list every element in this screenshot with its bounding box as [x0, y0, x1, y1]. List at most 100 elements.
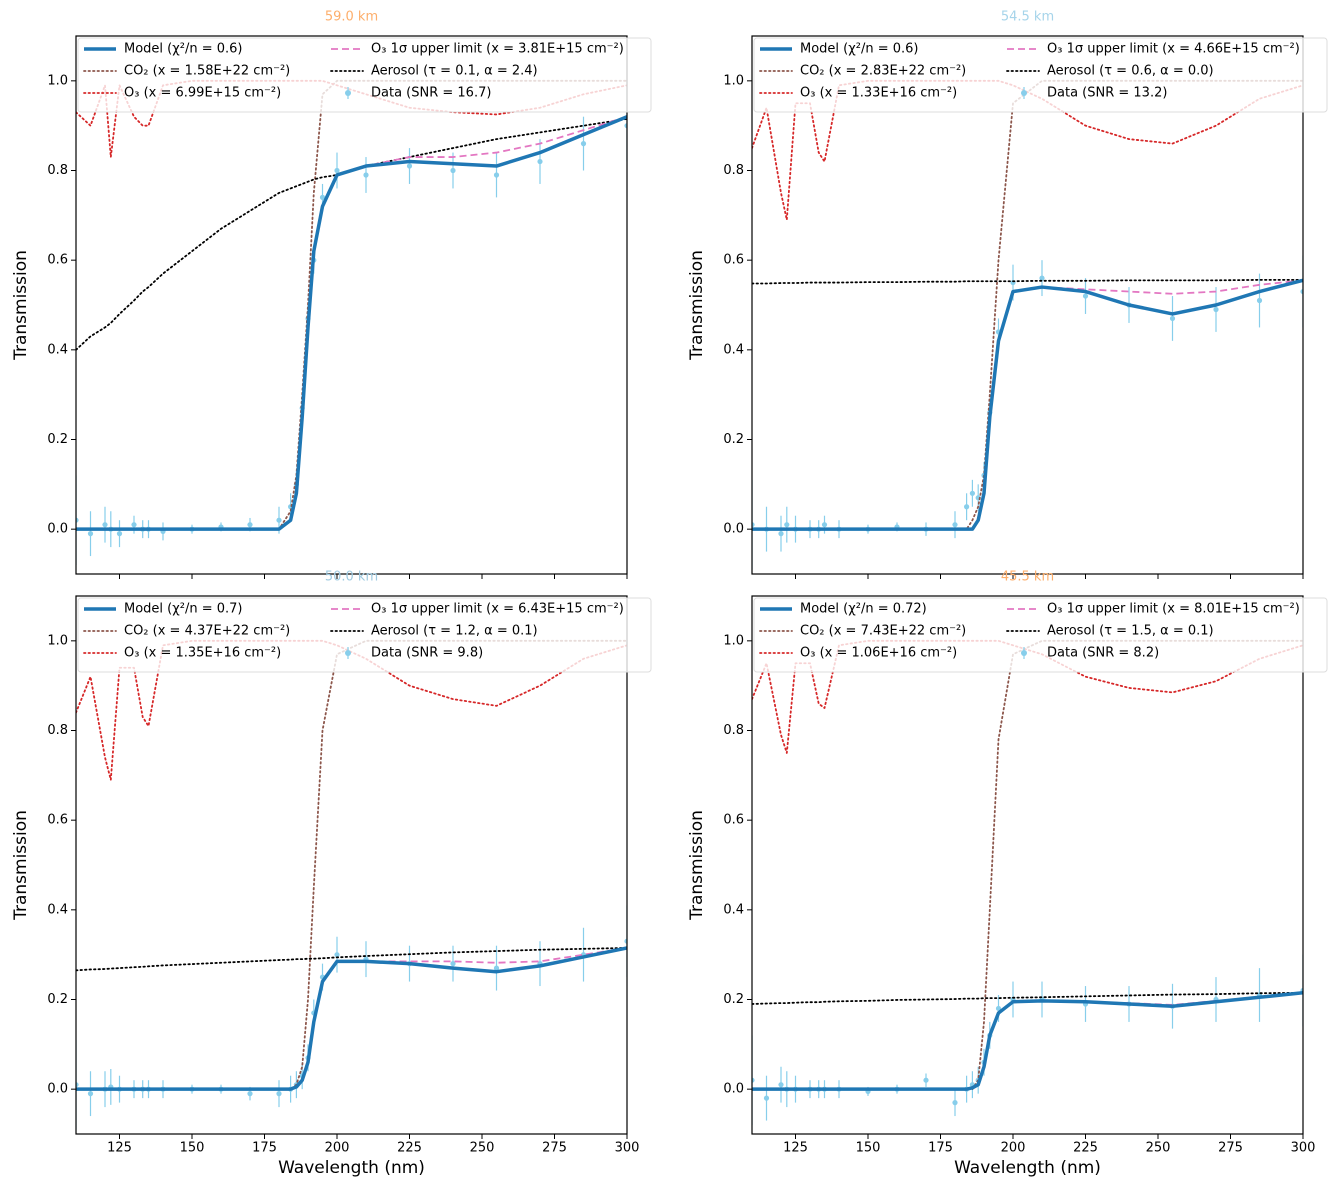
- data-point: [580, 141, 587, 147]
- data-point: [116, 531, 123, 537]
- y-axis-label: Transmission: [11, 250, 31, 361]
- legend-label: Data (SNR = 9.8): [371, 646, 483, 661]
- x-tick-label: 275: [1218, 1141, 1243, 1156]
- x-tick-label: 250: [1146, 1141, 1171, 1156]
- plot-area: [752, 639, 1303, 1126]
- x-tick-label: 250: [470, 1141, 495, 1156]
- x-tick-label: 300: [1291, 1141, 1316, 1156]
- y-tick-label: 0.8: [723, 163, 744, 178]
- series-line: [76, 947, 627, 972]
- series-line: [752, 991, 1303, 1091]
- series-line: [752, 279, 1303, 531]
- data-point: [1039, 275, 1045, 281]
- legend-label: CO₂ (x = 4.37E+22 cm⁻²): [124, 624, 290, 639]
- legend-label: O₃ (x = 1.35E+16 cm⁻²): [124, 646, 281, 661]
- plot-area: [76, 639, 627, 1130]
- data-point: [1082, 293, 1089, 299]
- y-tick-label: 1.0: [47, 73, 68, 88]
- axes-frame: [75, 595, 628, 1135]
- legend: Model (χ²/n = 0.7) CO₂ (x = 4.37E+22 cm⁻²…: [77, 597, 652, 673]
- panel: 45.5 km Transmission Wavelength (nm) 0.0 0.2…: [687, 570, 1328, 1178]
- legend: Model (χ²/n = 0.72) CO₂ (x = 7.43E+22 cm⁻…: [753, 597, 1328, 673]
- y-tick-label: 0.4: [723, 902, 744, 917]
- y-tick-label: 0.0: [47, 522, 68, 537]
- data-point: [784, 522, 790, 528]
- legend-swatch: [345, 650, 351, 656]
- series-line: [76, 946, 627, 1091]
- y-tick-label: 1.0: [723, 73, 744, 88]
- y-axis-label: Transmission: [687, 810, 707, 921]
- data-point: [964, 504, 970, 510]
- series-line: [76, 947, 627, 1091]
- legend: Model (χ²/n = 0.6) CO₂ (x = 2.83E+22 cm⁻²…: [753, 37, 1328, 113]
- series-line: [76, 639, 627, 1091]
- data-point: [276, 517, 282, 523]
- y-tick-label: 0.8: [47, 163, 68, 178]
- data-point: [493, 172, 500, 178]
- x-tick-label: 275: [542, 1141, 567, 1156]
- legend-label: Data (SNR = 16.7): [371, 86, 491, 101]
- data-point: [247, 522, 253, 528]
- x-tick-label: 225: [397, 1141, 422, 1156]
- y-tick-label: 0.2: [47, 432, 68, 447]
- legend-label: CO₂ (x = 7.43E+22 cm⁻²): [800, 624, 966, 639]
- legend-label: Aerosol (τ = 0.6, α = 0.0): [1047, 64, 1214, 79]
- legend-box: [77, 37, 652, 113]
- y-tick-label: 0.6: [723, 813, 744, 828]
- legend-label: CO₂ (x = 1.58E+22 cm⁻²): [124, 64, 290, 79]
- legend-swatch: [345, 90, 351, 96]
- axes-frame: [751, 35, 1304, 575]
- x-axis-label: Wavelength (nm): [954, 1158, 1101, 1178]
- y-tick-label: 0.6: [723, 253, 744, 268]
- x-tick-label: 200: [325, 1141, 350, 1156]
- data-point: [87, 531, 94, 537]
- legend-label: O₃ (x = 6.99E+15 cm⁻²): [124, 86, 281, 101]
- data-point: [778, 531, 784, 537]
- series-line: [76, 115, 627, 531]
- data-point: [952, 1100, 958, 1106]
- y-tick-label: 0.0: [723, 522, 744, 537]
- data-point: [76, 517, 79, 523]
- panel-title: 54.5 km: [1001, 10, 1054, 25]
- y-tick-label: 0.8: [723, 723, 744, 738]
- legend-label: Data (SNR = 8.2): [1047, 646, 1159, 661]
- x-tick-label: 125: [783, 1141, 808, 1156]
- x-tick-label: 225: [1073, 1141, 1098, 1156]
- y-tick-label: 0.8: [47, 723, 68, 738]
- legend-label: Data (SNR = 13.2): [1047, 86, 1167, 101]
- legend-label: Model (χ²/n = 0.72): [800, 602, 927, 617]
- data-point: [923, 1077, 929, 1083]
- legend-box: [753, 597, 1328, 673]
- data-point: [763, 1095, 770, 1101]
- legend-box: [753, 37, 1328, 113]
- plot-area: [76, 79, 627, 566]
- y-axis-label: Transmission: [687, 250, 707, 361]
- panel: 59.0 km Transmission 0.0 0.2 0.4 0.6 0.8 1.0 Mod…: [11, 10, 652, 579]
- data-point: [334, 167, 340, 174]
- y-axis-label: Transmission: [11, 810, 31, 921]
- data-point: [1169, 315, 1176, 322]
- legend-label: Aerosol (τ = 1.2, α = 0.1): [371, 624, 538, 639]
- data-point: [450, 961, 456, 967]
- series-line: [752, 278, 1303, 531]
- panel-title: 45.5 km: [1001, 570, 1054, 585]
- x-tick-label: 175: [928, 1141, 953, 1156]
- legend-label: Aerosol (τ = 1.5, α = 0.1): [1047, 624, 1214, 639]
- axes-frame: [751, 595, 1304, 1135]
- y-tick-label: 1.0: [723, 633, 744, 648]
- plot-area: [752, 79, 1303, 570]
- legend-label: Model (χ²/n = 0.6): [124, 42, 242, 57]
- y-tick-label: 0.2: [47, 992, 68, 1007]
- panel-title: 59.0 km: [325, 10, 378, 25]
- data-point: [450, 167, 456, 174]
- data-point: [952, 522, 958, 528]
- x-tick-label: 150: [856, 1141, 881, 1156]
- legend-label: CO₂ (x = 2.83E+22 cm⁻²): [800, 64, 966, 79]
- data-point: [247, 1091, 253, 1097]
- y-tick-label: 0.2: [723, 992, 744, 1007]
- legend-label: Model (χ²/n = 0.6): [800, 42, 918, 57]
- legend-label: O₃ 1σ upper limit (x = 6.43E+15 cm⁻²): [371, 602, 624, 617]
- x-axis-label: Wavelength (nm): [278, 1158, 425, 1178]
- legend-label: Aerosol (τ = 0.1, α = 2.4): [371, 64, 538, 79]
